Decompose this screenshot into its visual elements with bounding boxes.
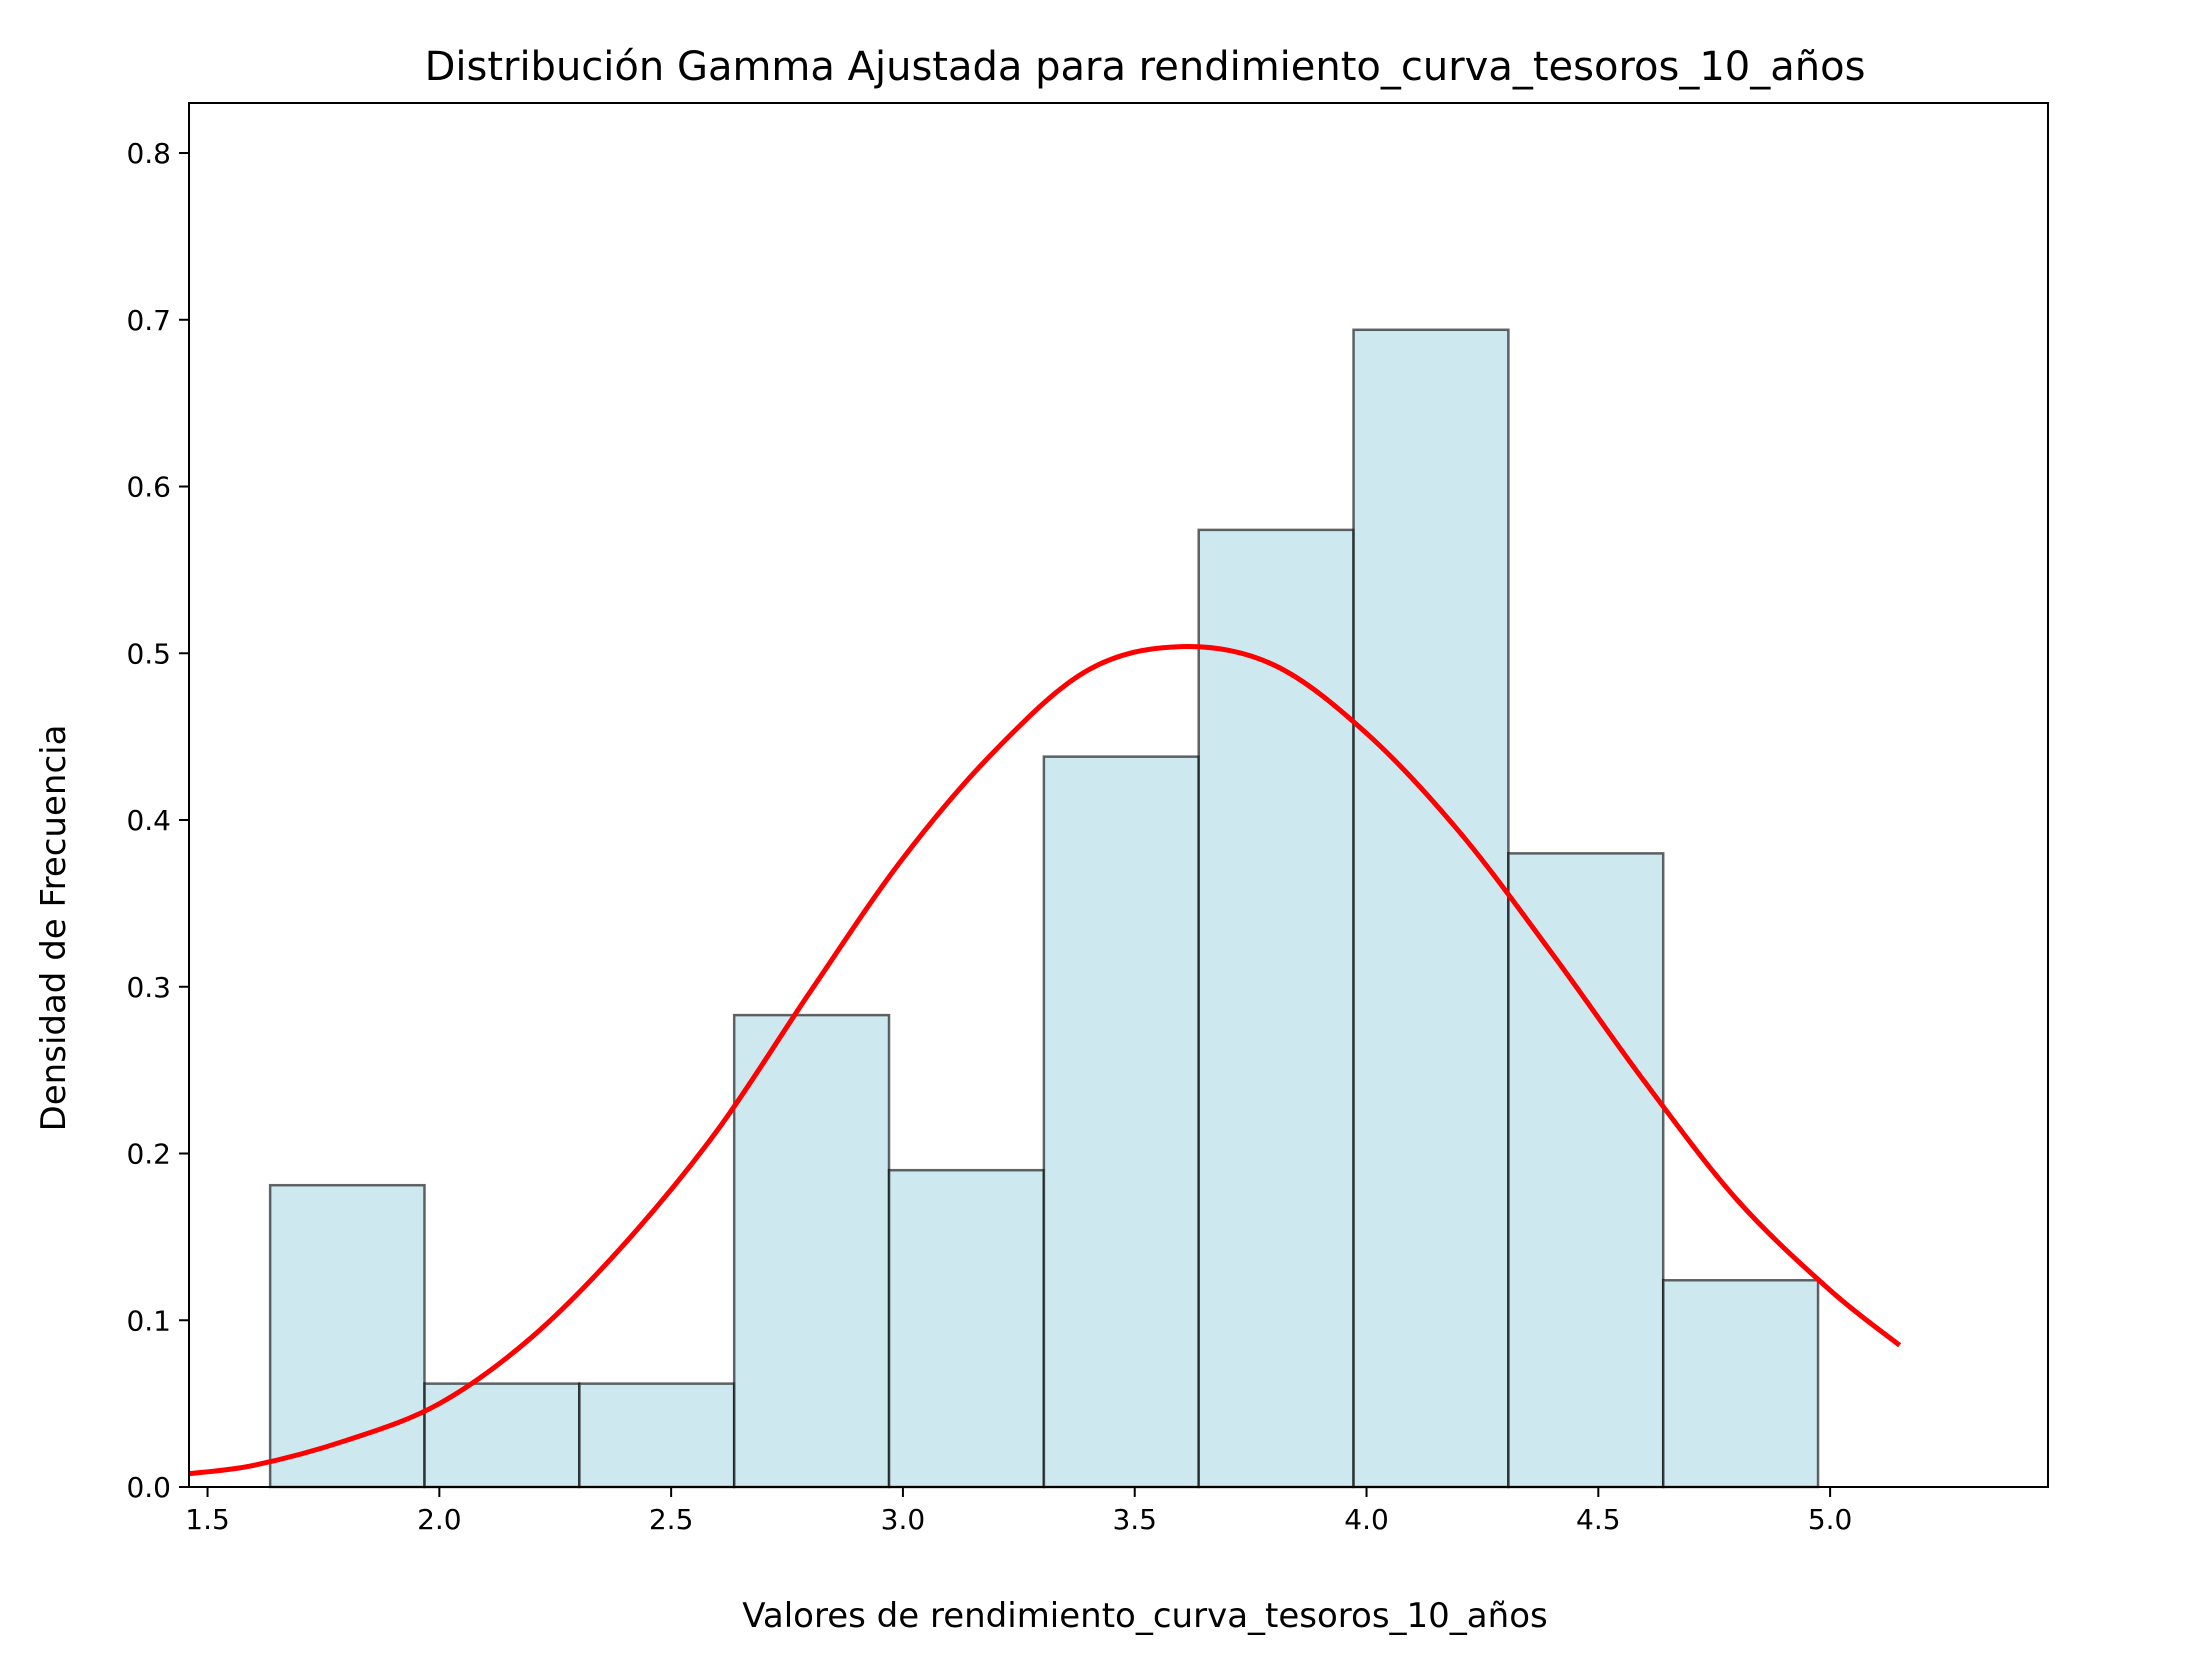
x-tick-label: 2.5	[649, 1503, 694, 1536]
y-tick-label: 0.6	[126, 471, 171, 504]
histogram-bar	[268, 1183, 426, 1489]
histogram-bar	[1661, 1278, 1820, 1489]
histogram-bar	[732, 1013, 891, 1489]
x-tick-label: 2.0	[417, 1503, 462, 1536]
chart-title: Distribución Gamma Ajustada para rendimi…	[425, 44, 1866, 90]
x-axis-label: Valores de rendimiento_curva_tesoros_10_…	[742, 1596, 1547, 1636]
histogram-bar	[1042, 755, 1200, 1489]
y-axis-ticks: 0.0 0.1 0.2 0.3 0.4 0.5 0.6 0.7 0.8	[126, 137, 189, 1504]
x-tick-label: 3.5	[1112, 1503, 1157, 1536]
y-tick-label: 0.7	[126, 304, 171, 337]
x-axis-ticks: 1.5 2.0 2.5 3.0 3.5 4.0 4.5 5.0	[185, 1487, 1852, 1536]
histogram-bar	[1197, 528, 1355, 1489]
x-tick-label: 1.5	[185, 1503, 230, 1536]
histogram-bar	[887, 1168, 1046, 1489]
y-tick-label: 0.5	[126, 637, 171, 670]
histogram-bar	[423, 1382, 581, 1489]
y-tick-label: 0.3	[126, 971, 171, 1004]
histogram-bars	[268, 328, 1820, 1489]
histogram-bar	[578, 1382, 736, 1489]
y-tick-label: 0.2	[126, 1138, 171, 1171]
histogram-bar	[1352, 328, 1510, 1489]
y-tick-label: 0.1	[126, 1304, 171, 1337]
x-tick-label: 4.5	[1576, 1503, 1621, 1536]
plot-area-frame	[188, 102, 2049, 1488]
histogram-bar	[1507, 852, 1665, 1489]
y-axis-label: Densidad de Frecuencia	[34, 725, 74, 1132]
y-tick-label: 0.8	[126, 137, 171, 170]
y-tick-label: 0.0	[126, 1471, 171, 1504]
x-tick-label: 5.0	[1808, 1503, 1853, 1536]
x-tick-label: 4.0	[1344, 1503, 1389, 1536]
x-tick-label: 3.0	[881, 1503, 926, 1536]
fitted-gamma-curve	[188, 644, 1902, 1477]
y-tick-label: 0.4	[126, 804, 171, 837]
